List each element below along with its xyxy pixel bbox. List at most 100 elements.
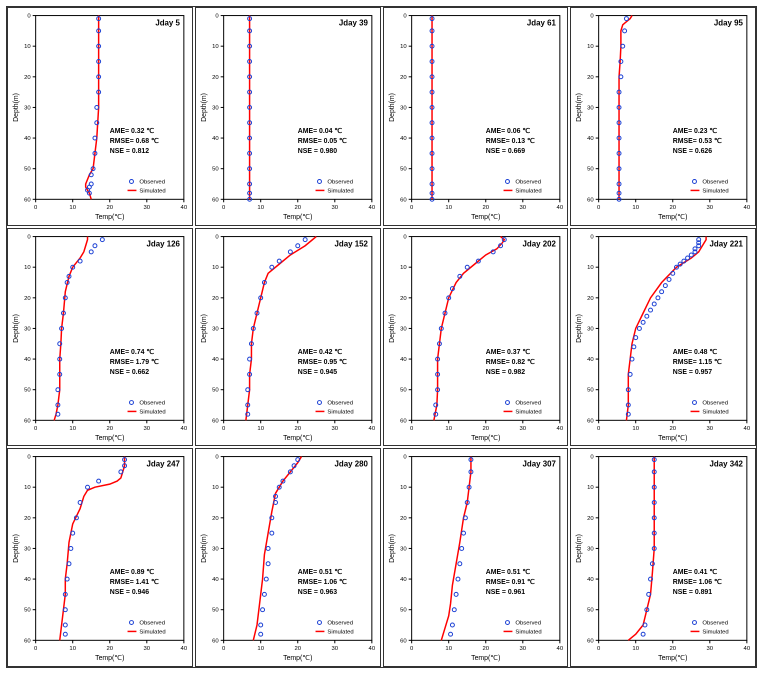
svg-text:50: 50 [400, 387, 407, 393]
panel-title: Jday 202 [522, 239, 556, 248]
rmse-stat: RMSE= 0.53 ℃ [673, 137, 722, 145]
svg-text:50: 50 [587, 387, 594, 393]
svg-text:50: 50 [400, 608, 407, 614]
svg-text:40: 40 [400, 136, 407, 142]
svg-text:30: 30 [24, 326, 31, 332]
simulated-line [441, 457, 471, 641]
nse-stat: NSE = 0.961 [485, 589, 525, 596]
svg-text:60: 60 [24, 639, 31, 645]
svg-text:30: 30 [519, 426, 526, 432]
observed-point [93, 243, 97, 247]
observed-point [632, 345, 636, 349]
profile-chart: 0102030400102030405060Temp(℃)Depth(m)Jda… [196, 449, 380, 666]
svg-text:60: 60 [400, 418, 407, 424]
observed-point [623, 29, 627, 33]
ame-stat: AME= 0.04 ℃ [298, 127, 343, 135]
svg-text:30: 30 [707, 426, 714, 432]
svg-text:30: 30 [144, 647, 151, 653]
svg-text:0: 0 [591, 455, 595, 461]
legend-observed-label: Observed [703, 400, 729, 406]
svg-text:20: 20 [106, 205, 113, 211]
svg-text:10: 10 [69, 647, 76, 653]
chart-panel: 0102030400102030405060Temp(℃)Depth(m)Jda… [195, 448, 381, 667]
legend-observed-icon [317, 180, 321, 184]
observed-point [667, 277, 671, 281]
svg-text:60: 60 [24, 197, 31, 203]
svg-text:10: 10 [633, 426, 640, 432]
legend-observed-label: Observed [139, 180, 165, 186]
ame-stat: AME= 0.41 ℃ [673, 568, 718, 576]
legend-simulated-label: Simulated [703, 188, 729, 194]
svg-text:20: 20 [670, 647, 677, 653]
svg-text:0: 0 [403, 455, 407, 461]
svg-text:10: 10 [400, 485, 407, 491]
rmse-stat: RMSE= 1.79 ℃ [110, 358, 159, 366]
svg-text:40: 40 [181, 205, 188, 211]
svg-text:20: 20 [106, 426, 113, 432]
panel-title: Jday 39 [339, 18, 369, 27]
svg-text:20: 20 [400, 75, 407, 81]
chart-panel: 0102030400102030405060Temp(℃)Depth(m)Jda… [383, 228, 569, 447]
legend-observed-label: Observed [327, 621, 353, 627]
svg-text:10: 10 [212, 485, 219, 491]
svg-text:10: 10 [24, 265, 31, 271]
svg-text:20: 20 [587, 75, 594, 81]
svg-text:0: 0 [591, 14, 595, 20]
svg-text:60: 60 [212, 639, 219, 645]
svg-text:20: 20 [212, 75, 219, 81]
chart-panel: 0102030400102030405060Temp(℃)Depth(m)Jda… [195, 228, 381, 447]
svg-text:20: 20 [24, 516, 31, 522]
svg-text:0: 0 [215, 234, 219, 240]
profile-chart: 0102030400102030405060Temp(℃)Depth(m)Jda… [196, 8, 380, 225]
svg-text:20: 20 [294, 647, 301, 653]
nse-stat: NSE = 0.982 [485, 369, 525, 376]
legend-simulated-label: Simulated [515, 409, 541, 415]
legend-observed-icon [505, 400, 509, 404]
svg-text:20: 20 [294, 426, 301, 432]
panel-title: Jday 221 [710, 239, 744, 248]
y-axis-label: Depth(m) [13, 534, 20, 563]
legend-simulated-label: Simulated [515, 188, 541, 194]
observed-point [649, 308, 653, 312]
svg-text:50: 50 [587, 167, 594, 173]
nse-stat: NSE = 0.891 [673, 589, 713, 596]
observed-point [461, 531, 465, 535]
ame-stat: AME= 0.89 ℃ [110, 568, 155, 576]
ame-stat: AME= 0.37 ℃ [485, 348, 530, 356]
observed-point [454, 593, 458, 597]
svg-text:10: 10 [587, 485, 594, 491]
rmse-stat: RMSE= 1.15 ℃ [673, 358, 722, 366]
x-axis-label: Temp(℃) [283, 435, 312, 442]
legend-simulated-label: Simulated [327, 188, 353, 194]
legend-observed-label: Observed [139, 621, 165, 627]
rmse-stat: RMSE= 0.05 ℃ [298, 137, 347, 145]
nse-stat: NSE = 0.945 [298, 369, 338, 376]
legend-observed-icon [130, 400, 134, 404]
x-axis-label: Temp(℃) [658, 435, 687, 442]
x-axis-label: Temp(℃) [283, 214, 312, 221]
legend-observed-icon [130, 621, 134, 625]
svg-text:30: 30 [519, 647, 526, 653]
svg-text:10: 10 [69, 426, 76, 432]
svg-text:0: 0 [410, 205, 414, 211]
svg-text:40: 40 [587, 577, 594, 583]
svg-text:30: 30 [400, 547, 407, 553]
nse-stat: NSE = 0.669 [485, 148, 525, 155]
svg-text:0: 0 [597, 205, 601, 211]
svg-text:10: 10 [257, 647, 264, 653]
svg-text:0: 0 [410, 426, 414, 432]
y-axis-label: Depth(m) [576, 314, 583, 343]
observed-point [645, 314, 649, 318]
svg-text:0: 0 [403, 14, 407, 20]
svg-text:40: 40 [744, 205, 751, 211]
svg-text:20: 20 [482, 647, 489, 653]
svg-text:20: 20 [482, 426, 489, 432]
simulated-line [86, 16, 99, 200]
panel-title: Jday 95 [714, 18, 744, 27]
observed-point [653, 302, 657, 306]
svg-text:20: 20 [294, 205, 301, 211]
legend-simulated-label: Simulated [139, 188, 165, 194]
legend-simulated-label: Simulated [139, 409, 165, 415]
simulated-line [433, 236, 503, 420]
legend-observed-label: Observed [703, 621, 729, 627]
